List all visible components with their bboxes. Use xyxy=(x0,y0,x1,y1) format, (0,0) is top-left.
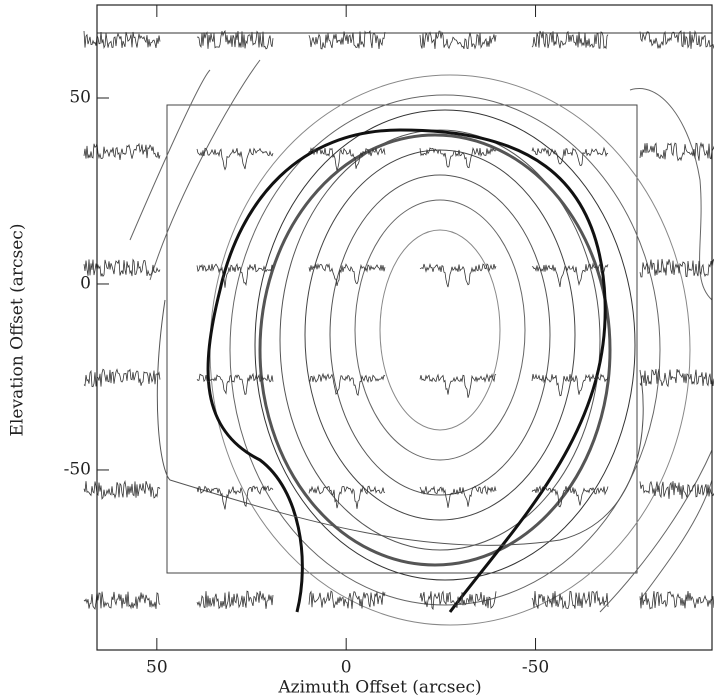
spectrum xyxy=(196,372,274,395)
y-tick-label: 50 xyxy=(69,87,91,107)
spectrum xyxy=(531,146,609,167)
x-axis-label: Azimuth Offset (arcsec) xyxy=(277,678,481,698)
y-tick-label: 0 xyxy=(80,273,91,293)
spectrum xyxy=(83,368,161,388)
contour xyxy=(206,128,607,613)
spectrum xyxy=(308,30,386,50)
plot-frame xyxy=(96,4,713,651)
contour xyxy=(329,174,551,496)
contour xyxy=(258,133,612,567)
spectrum xyxy=(639,591,714,610)
spectrum xyxy=(419,146,497,169)
spectrum xyxy=(531,30,609,50)
spectrum xyxy=(531,373,609,397)
spectrum xyxy=(419,485,497,508)
y-axis-label: Elevation Offset (arcsec) xyxy=(8,224,28,437)
contour xyxy=(156,299,644,546)
spectrum xyxy=(639,258,714,278)
spectrum xyxy=(196,29,274,50)
spectrum xyxy=(196,263,274,288)
spectrum xyxy=(531,262,609,288)
contour xyxy=(254,109,636,581)
y-tick-label: -50 xyxy=(64,459,91,479)
spectrum xyxy=(419,30,497,50)
spectrum xyxy=(196,147,274,171)
spectrum xyxy=(639,368,714,388)
spectrum xyxy=(639,480,714,499)
contour xyxy=(379,229,501,431)
contour xyxy=(279,129,601,551)
spectrum xyxy=(83,30,161,50)
spectrum xyxy=(419,262,497,288)
spectrum xyxy=(531,590,609,610)
spectrum xyxy=(419,590,497,611)
spectrum xyxy=(308,372,386,397)
contour xyxy=(209,74,691,626)
spectrum xyxy=(308,146,386,171)
spectrum xyxy=(308,262,386,286)
spectrum xyxy=(83,258,161,278)
contour xyxy=(229,94,661,606)
contour xyxy=(354,199,526,461)
x-tick-label: 50 xyxy=(146,658,168,678)
spectrum xyxy=(83,591,161,610)
contour xyxy=(304,149,576,521)
contour xyxy=(129,59,713,613)
spectrum xyxy=(196,590,274,610)
inner-box xyxy=(166,104,638,574)
spectrum xyxy=(196,485,274,510)
map-drawing xyxy=(83,29,714,626)
spectrum xyxy=(308,590,386,609)
spectrum xyxy=(639,30,714,49)
spectrum xyxy=(419,373,497,398)
spectrum xyxy=(83,142,161,160)
spectrum xyxy=(83,479,161,500)
spectrum xyxy=(639,141,714,162)
x-tick-label: -50 xyxy=(522,658,549,678)
spectrum xyxy=(531,485,609,508)
spectrum xyxy=(308,484,386,509)
x-tick-label: 0 xyxy=(341,658,352,678)
